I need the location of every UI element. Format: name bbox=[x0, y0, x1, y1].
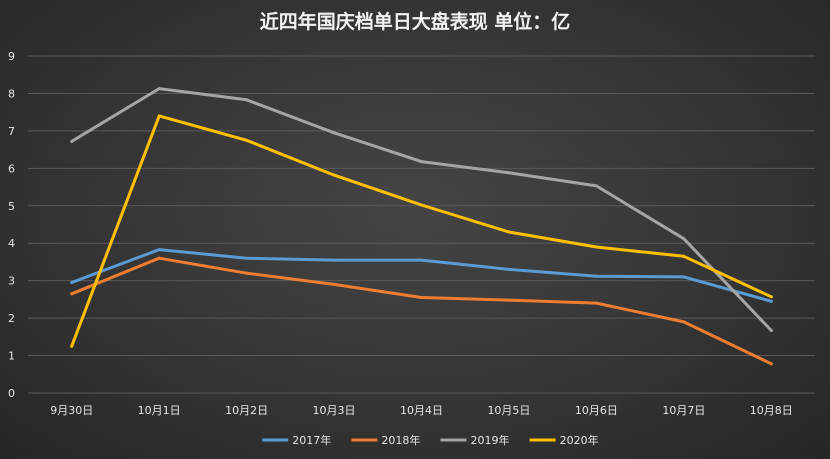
data-point bbox=[70, 139, 74, 143]
series-line-2018年 bbox=[70, 256, 773, 366]
data-point bbox=[245, 98, 249, 102]
data-point bbox=[332, 173, 336, 177]
series-line-2017年 bbox=[70, 248, 773, 303]
data-point bbox=[769, 295, 773, 299]
legend-item: 2017年 bbox=[262, 433, 331, 447]
grid-layer bbox=[28, 55, 815, 394]
data-point bbox=[507, 230, 511, 234]
data-point bbox=[769, 328, 773, 332]
series-layer bbox=[70, 87, 773, 366]
y-tick-label: 4 bbox=[8, 237, 15, 250]
axis-labels: 0 1 2 3 4 5 6 7 8 9 9月30日 10月1日 10月2日 10月3日 10月4日 10月5日… bbox=[8, 50, 793, 417]
series-line-2019年 bbox=[70, 87, 773, 332]
x-tick-label: 10月2日 bbox=[225, 404, 268, 417]
data-point bbox=[769, 362, 773, 366]
data-point bbox=[682, 320, 686, 324]
legend-item: 2019年 bbox=[440, 433, 510, 447]
y-tick-label: 5 bbox=[8, 200, 15, 213]
data-point bbox=[507, 267, 511, 271]
y-tick-label: 0 bbox=[8, 387, 15, 400]
data-point bbox=[245, 271, 249, 275]
x-tick-label: 10月3日 bbox=[313, 404, 356, 417]
data-point bbox=[507, 298, 511, 302]
x-tick-label: 10月1日 bbox=[138, 404, 181, 417]
y-tick-label: 6 bbox=[8, 162, 15, 175]
data-point bbox=[507, 171, 511, 175]
data-point bbox=[157, 87, 161, 91]
data-point bbox=[682, 254, 686, 258]
data-point bbox=[157, 256, 161, 260]
data-point bbox=[332, 258, 336, 262]
x-tick-label: 10月6日 bbox=[575, 404, 618, 417]
data-point bbox=[332, 282, 336, 286]
data-point bbox=[70, 281, 74, 285]
y-tick-label: 3 bbox=[8, 275, 15, 288]
data-point bbox=[420, 296, 423, 300]
x-tick-label: 9月30日 bbox=[50, 404, 93, 417]
y-tick-label: 7 bbox=[8, 125, 15, 138]
data-point bbox=[420, 160, 423, 164]
x-tick-label: 10月4日 bbox=[400, 404, 443, 417]
data-point bbox=[594, 184, 598, 188]
data-point bbox=[245, 256, 249, 260]
series-line-2020年 bbox=[70, 114, 773, 348]
data-point bbox=[420, 258, 423, 262]
data-point bbox=[594, 274, 598, 278]
data-point bbox=[70, 344, 74, 348]
data-point bbox=[682, 237, 686, 241]
y-tick-label: 2 bbox=[8, 312, 15, 325]
y-tick-label: 1 bbox=[8, 350, 15, 363]
data-point bbox=[332, 131, 336, 135]
x-tick-label: 10月7日 bbox=[662, 404, 705, 417]
data-point bbox=[157, 114, 161, 118]
data-point bbox=[594, 245, 598, 249]
x-tick-label: 10月5日 bbox=[487, 404, 530, 417]
legend-label: 2017年 bbox=[292, 433, 331, 447]
data-point bbox=[245, 138, 249, 142]
y-tick-label: 9 bbox=[8, 50, 15, 63]
legend-item: 2018年 bbox=[351, 433, 420, 447]
legend-label: 2019年 bbox=[471, 433, 510, 447]
data-point bbox=[157, 248, 161, 252]
legend-item: 2020年 bbox=[529, 433, 599, 447]
data-point bbox=[682, 275, 686, 279]
chart-title: 近四年国庆档单日大盘表现 单位：亿 bbox=[260, 10, 571, 33]
x-tick-label: 10月8日 bbox=[750, 404, 793, 417]
legend-label: 2018年 bbox=[381, 433, 420, 447]
data-point bbox=[769, 299, 773, 303]
legend: 2017年 2018年 2019年 2020年 bbox=[262, 433, 599, 447]
y-tick-label: 8 bbox=[8, 87, 15, 100]
legend-label: 2020年 bbox=[560, 433, 599, 447]
data-point bbox=[594, 301, 598, 305]
data-point bbox=[70, 292, 74, 296]
data-point bbox=[420, 203, 423, 207]
